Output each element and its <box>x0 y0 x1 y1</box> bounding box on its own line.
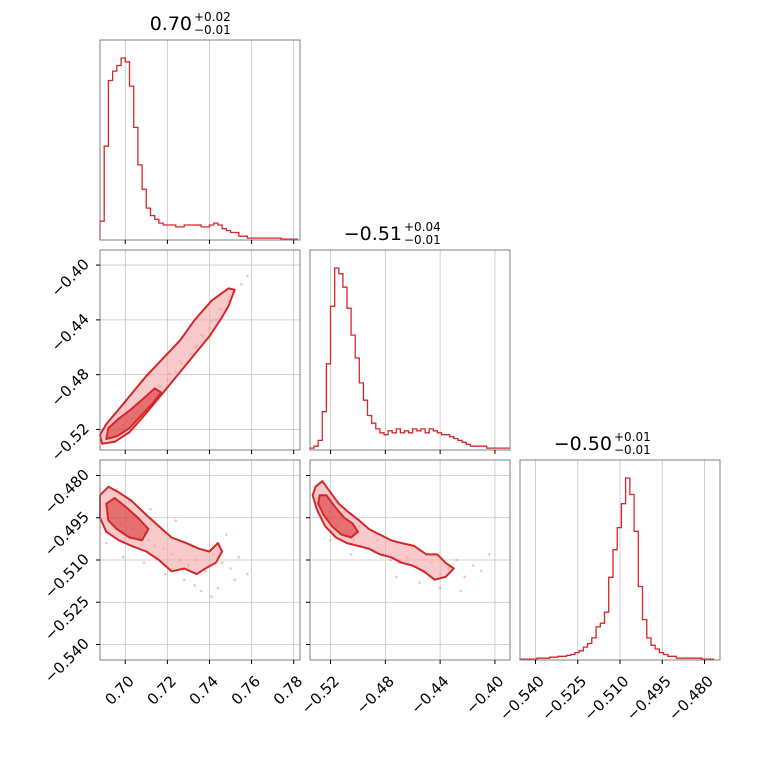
sample-point-2-24 <box>479 569 483 573</box>
x-tick-label-2-1: −0.525 <box>538 672 590 724</box>
sample-point-1-21 <box>182 578 186 582</box>
sample-point-1-30 <box>104 541 108 545</box>
x-tick-label-0-0: 0.70 <box>101 672 137 708</box>
sample-point-2-23 <box>471 564 475 567</box>
contour-outer-0 <box>99 287 236 445</box>
marginal-title-value-2: −0.50 <box>554 433 612 455</box>
sample-point-1-15 <box>220 561 224 565</box>
sample-point-2-22 <box>463 575 467 579</box>
sample-point-2-32 <box>459 589 463 593</box>
tick-labels: 0.70 0.72 0.74 0.76 0.78−0.52 −0.48 −0.44 −0.40… <box>41 255 717 724</box>
marginal-title-minus-1: −0.01 <box>404 233 441 247</box>
panels <box>96 39 721 664</box>
x-tick-label-1-1: −0.48 <box>353 672 398 717</box>
marginal-title-minus-0: −0.01 <box>194 23 231 37</box>
x-tick-label-2-3: −0.495 <box>623 672 675 724</box>
sample-point-1-22 <box>163 572 167 576</box>
y-tick-label-2-4: −0.480 <box>41 466 93 518</box>
sample-point-2-25 <box>488 553 491 556</box>
sample-point-1-13 <box>203 569 207 573</box>
sample-point-1-18 <box>246 572 249 576</box>
x-tick-label-0-3: 0.76 <box>228 672 264 708</box>
marginal-titles: 0.70 +0.02−0.01−0.51 +0.04−0.01−0.50 +0.01−… <box>150 10 651 457</box>
contour-inner-1 <box>105 497 150 542</box>
x-tick-label-1-0: −0.52 <box>298 672 343 717</box>
histogram-2 <box>519 477 715 660</box>
sample-point-2-34 <box>349 553 353 556</box>
histogram-0-frame <box>99 39 301 241</box>
y-tick-label-1-3: −0.40 <box>48 255 93 300</box>
sample-point-1-17 <box>237 555 241 559</box>
sample-point-1-29 <box>224 533 228 536</box>
contour-inner-2 <box>317 494 359 539</box>
sample-point-2-29 <box>394 575 398 579</box>
sample-point-2-30 <box>418 581 421 584</box>
sample-point-0-24 <box>246 274 249 278</box>
sample-point-2-13 <box>389 558 393 562</box>
sample-point-2-33 <box>329 538 332 542</box>
y-tick-label-2-1: −0.525 <box>41 592 93 644</box>
sample-point-1-28 <box>174 519 178 522</box>
scatter-panel-1-2 <box>306 459 511 664</box>
sample-point-1-33 <box>210 595 214 598</box>
histogram-panel-1 <box>309 249 511 454</box>
y-tick-label-2-0: −0.540 <box>41 635 93 687</box>
sample-point-1-31 <box>121 555 125 559</box>
sample-point-1-19 <box>216 586 220 590</box>
sample-point-2-31 <box>438 586 442 590</box>
sample-point-2-21 <box>455 558 458 562</box>
scatter-panel-0-1 <box>96 249 301 454</box>
sample-point-1-32 <box>193 584 197 587</box>
scatter-panel-0-2 <box>96 459 301 664</box>
histogram-panel-0 <box>99 39 301 244</box>
y-tick-label-2-3: −0.495 <box>41 508 93 560</box>
sample-point-1-27 <box>149 507 152 511</box>
y-tick-label-1-0: −0.52 <box>48 420 93 465</box>
sample-point-1-20 <box>199 589 203 593</box>
y-tick-label-1-2: −0.44 <box>48 310 93 355</box>
histogram-1-frame <box>309 249 511 451</box>
marginal-title-value-1: −0.51 <box>344 223 402 245</box>
x-tick-label-1-2: −0.44 <box>407 672 452 717</box>
marginal-title-plus-1: +0.04 <box>404 220 441 234</box>
y-tick-label-2-2: −0.510 <box>41 550 93 602</box>
scatter-0-frame <box>99 249 301 451</box>
y-tick-label-1-1: −0.48 <box>48 365 93 410</box>
histogram-panel-2 <box>519 459 721 664</box>
x-tick-label-2-0: −0.540 <box>496 672 548 724</box>
marginal-title-value-0: 0.70 <box>150 13 192 35</box>
x-tick-label-2-2: −0.510 <box>581 672 633 724</box>
marginal-title-plus-2: +0.01 <box>614 430 651 444</box>
marginal-title-plus-0: +0.02 <box>194 10 231 24</box>
contour-outer-1 <box>99 485 224 576</box>
histogram-1 <box>309 267 510 450</box>
sample-point-1-16 <box>229 567 232 570</box>
sample-point-1-34 <box>233 578 237 582</box>
histogram-0 <box>99 57 298 240</box>
sample-point-1-23 <box>142 561 146 565</box>
contour-outer-2 <box>311 480 455 581</box>
marginal-title-minus-2: −0.01 <box>614 443 651 457</box>
x-tick-label-0-2: 0.74 <box>186 672 222 708</box>
contour-inner-0 <box>105 387 163 440</box>
x-tick-label-2-4: −0.480 <box>665 672 717 724</box>
x-tick-label-0-1: 0.72 <box>144 672 180 708</box>
sample-point-0-23 <box>239 282 243 286</box>
